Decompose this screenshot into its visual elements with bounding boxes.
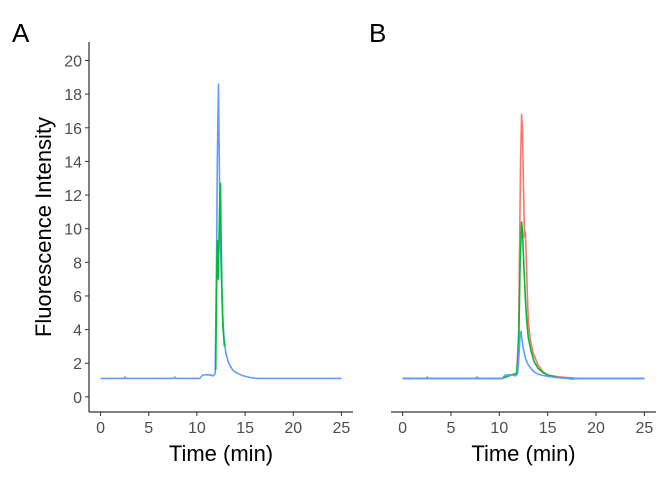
y-tick-label: 6 (73, 289, 82, 306)
x-tick-label: 5 (447, 420, 456, 437)
x-tick-label: 15 (236, 420, 254, 437)
x-axis-title: Time (min) (471, 441, 575, 466)
y-tick-label: 4 (73, 323, 82, 340)
series-line-2 (214, 182, 226, 371)
x-tick-label: 25 (635, 420, 653, 437)
panel-b: B 0 5 10 15 20 25 Time (min) (369, 18, 656, 466)
x-tick-label: 0 (96, 420, 105, 437)
panel-a: A 0 5 10 15 20 25 0 2 4 6 8 10 12 14 16 18 20 Time (min) Fl… (12, 18, 353, 466)
x-tick-label: 20 (587, 420, 605, 437)
series-line-2 (402, 221, 645, 380)
panel-tag-a: A (12, 18, 30, 48)
y-tick-label: 2 (73, 356, 82, 373)
y-tick-label: 20 (64, 54, 82, 71)
x-tick-label: 15 (539, 420, 557, 437)
y-tick-label: 18 (64, 87, 82, 104)
y-tick-label: 16 (64, 121, 82, 138)
y-tick-label: 14 (64, 154, 82, 171)
x-tick-label: 25 (333, 420, 351, 437)
x-tick-label: 0 (398, 420, 407, 437)
y-tick-label: 8 (73, 255, 82, 272)
x-tick-label: 5 (144, 420, 153, 437)
panel-tag-b: B (369, 18, 386, 48)
x-axis-title: Time (min) (169, 441, 273, 466)
x-tick-label: 20 (284, 420, 302, 437)
y-tick-label: 10 (64, 222, 82, 239)
series-line-3 (402, 330, 645, 381)
x-tick-label: 10 (490, 420, 508, 437)
y-tick-label: 12 (64, 188, 82, 205)
y-tick-label: 0 (73, 390, 82, 407)
y-axis-title: Fluorescence Intensity (31, 117, 56, 337)
series-line-1 (100, 83, 342, 380)
x-tick-label: 10 (188, 420, 206, 437)
